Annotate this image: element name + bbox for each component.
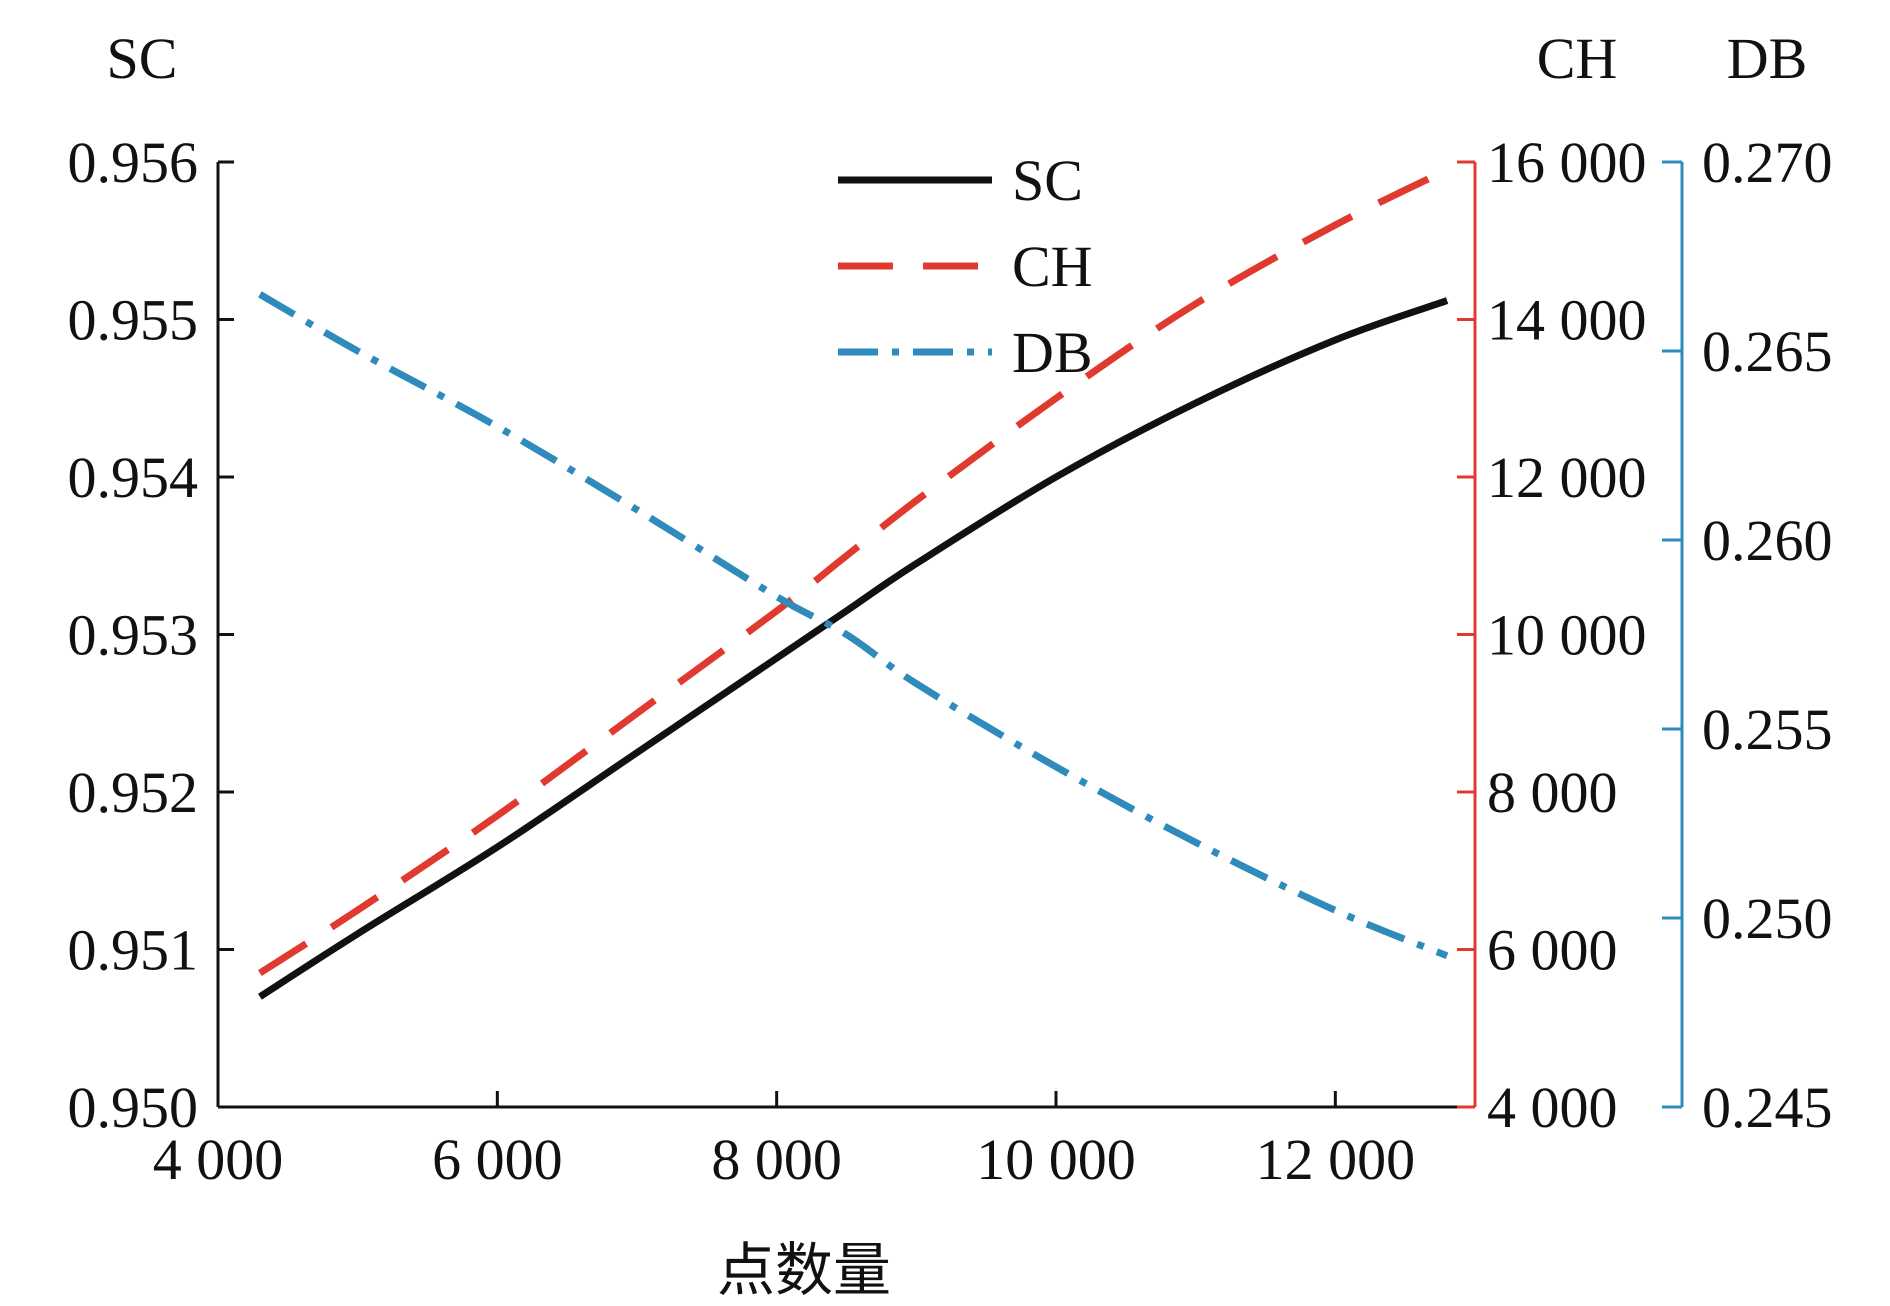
sc-tick-label: 0.951 — [68, 918, 199, 983]
db-tick-label: 0.270 — [1702, 130, 1833, 195]
ch-tick-label: 12 000 — [1487, 445, 1647, 510]
sc-tick-label: 0.950 — [68, 1075, 199, 1140]
ch-tick-label: 8 000 — [1487, 760, 1618, 825]
series-line-db — [258, 291, 1449, 960]
legend: SC CH DB — [838, 148, 1093, 385]
x-tick-label: 4 000 — [153, 1127, 284, 1192]
x-tick-label: 8 000 — [711, 1127, 842, 1192]
db-tick-label: 0.245 — [1702, 1075, 1833, 1140]
series-line-ch — [258, 166, 1449, 977]
sc-axis-title: SC — [107, 26, 178, 91]
db-tick-label: 0.265 — [1702, 319, 1833, 384]
sc-tick-label: 0.955 — [68, 288, 199, 353]
sc-tick-label: 0.953 — [68, 603, 199, 668]
x-tick-label: 6 000 — [432, 1127, 563, 1192]
db-tick-label: 0.260 — [1702, 508, 1833, 573]
sc-tick-label: 0.956 — [68, 130, 199, 195]
ch-tick-label: 10 000 — [1487, 603, 1647, 668]
axes-layer: 4 000 6 000 8 000 10 000 12 000 0.950 0.951 0.9… — [68, 130, 1833, 1192]
series-layer — [258, 166, 1449, 1000]
legend-label-ch: CH — [1012, 234, 1093, 299]
series-line-sc — [258, 297, 1449, 1000]
ch-tick-label: 16 000 — [1487, 130, 1647, 195]
x-tick-label: 10 000 — [976, 1127, 1136, 1192]
ch-tick-label: 4 000 — [1487, 1075, 1618, 1140]
ch-tick-label: 6 000 — [1487, 918, 1618, 983]
legend-label-db: DB — [1012, 320, 1093, 385]
x-tick-label: 12 000 — [1256, 1127, 1416, 1192]
x-axis-title: 点数量 — [717, 1238, 891, 1303]
sc-tick-label: 0.954 — [68, 445, 199, 510]
sc-tick-label: 0.952 — [68, 760, 199, 825]
ch-axis-title: CH — [1537, 26, 1618, 91]
legend-label-sc: SC — [1012, 148, 1083, 213]
db-tick-label: 0.255 — [1702, 697, 1833, 762]
db-axis-title: DB — [1727, 26, 1808, 91]
ch-tick-label: 14 000 — [1487, 288, 1647, 353]
db-tick-label: 0.250 — [1702, 886, 1833, 951]
